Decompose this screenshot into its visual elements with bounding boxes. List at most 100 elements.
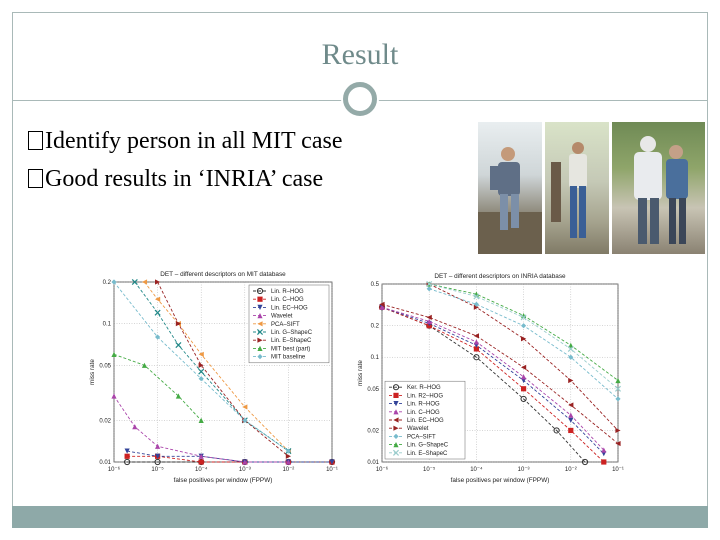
legend-entry: Lin. R–HOG — [407, 402, 440, 408]
data-point — [615, 396, 621, 402]
pedestrian-figure-2 — [551, 142, 587, 238]
data-point — [198, 362, 204, 368]
data-point — [568, 402, 574, 408]
data-point — [521, 386, 527, 392]
series-line — [381, 306, 605, 463]
x-tick-label: 10⁻⁴ — [470, 466, 483, 473]
data-point — [520, 314, 527, 321]
data-point — [473, 333, 479, 339]
mit-det-chart: DET – different descriptors on MIT datab… — [89, 271, 338, 484]
legend-marker — [393, 392, 399, 398]
data-point — [329, 459, 335, 465]
legend-entry: PCA–SIFT — [407, 434, 436, 440]
data-point — [601, 447, 607, 453]
y-tick-label: 0.01 — [99, 460, 111, 466]
inria-det-chart: DET – different descriptors on INRIA dat… — [357, 273, 624, 484]
data-point — [154, 458, 161, 466]
y-tick-label: 0.1 — [371, 355, 380, 361]
data-point — [568, 427, 574, 434]
data-point — [473, 304, 479, 310]
data-point — [426, 280, 433, 288]
data-point — [124, 453, 130, 459]
data-point — [521, 374, 527, 380]
data-point — [155, 443, 161, 449]
data-point — [141, 362, 148, 368]
legend-entry: Lin. G–ShapeC — [271, 330, 313, 336]
legend-marker — [393, 433, 399, 439]
data-point — [155, 296, 161, 302]
series-line — [144, 281, 289, 452]
legend-marker — [393, 417, 399, 423]
data-point — [141, 279, 148, 285]
legend-marker — [257, 313, 263, 319]
legend-marker — [392, 449, 400, 456]
series-line — [381, 306, 605, 455]
data-point — [175, 393, 182, 399]
pedestrian-photo-2 — [545, 122, 609, 254]
legend-entry: Lin. EC–HOG — [407, 418, 444, 424]
data-point — [198, 351, 204, 357]
legend-entry: MIT baseline — [271, 355, 306, 361]
legend-entry: Lin. R2–HOG — [407, 393, 443, 399]
y-axis-label: miss rate — [89, 359, 96, 385]
y-tick-label: 0.5 — [371, 282, 380, 288]
series-line — [127, 450, 332, 463]
x-tick-label: 10⁻³ — [239, 467, 251, 473]
data-point — [567, 345, 574, 352]
data-point — [615, 440, 621, 447]
pedestrian-figure-1 — [478, 147, 542, 254]
legend-entry: Lin. E–ShapeC — [271, 338, 312, 344]
legend-entry: Lin. C–HOG — [271, 297, 304, 303]
x-axis-label: false positives per window (FPPW) — [451, 477, 550, 484]
data-point — [285, 459, 291, 465]
data-point — [111, 351, 117, 357]
data-point — [155, 279, 161, 285]
data-point — [568, 412, 574, 418]
series-line — [113, 395, 289, 463]
chart-title: DET – different descriptors on MIT datab… — [160, 271, 286, 278]
data-point — [581, 458, 589, 466]
data-point — [568, 377, 574, 384]
legend-marker — [257, 345, 263, 351]
data-point — [131, 278, 138, 286]
data-point — [426, 318, 432, 324]
bullet-text-2: Good results in ‘INRIA’ case — [45, 166, 324, 192]
x-tick-label: 10⁻⁵ — [151, 466, 164, 473]
legend-marker — [257, 354, 263, 360]
y-tick-label: 0.02 — [99, 418, 111, 424]
x-tick-label: 10⁻² — [565, 467, 577, 473]
x-tick-label: 10⁻⁵ — [423, 466, 436, 473]
legend-marker — [257, 321, 263, 327]
data-point — [132, 424, 138, 430]
data-point — [242, 459, 248, 465]
y-axis-label: miss rate — [357, 360, 364, 386]
data-point — [198, 368, 205, 375]
x-tick-label: 10⁻² — [282, 467, 294, 473]
data-point — [614, 385, 622, 392]
y-tick-label: 0.2 — [103, 280, 112, 286]
data-point — [242, 404, 248, 410]
series-line — [381, 303, 619, 444]
bullet-box-icon — [28, 131, 43, 150]
legend-marker — [256, 287, 264, 295]
legend: Ker. R–HOG Lin. R2–HOG Lin. R–HOG Lin. C–HO… — [384, 380, 466, 460]
legend-marker — [257, 337, 263, 343]
series-line — [381, 306, 605, 451]
data-point — [379, 301, 385, 307]
x-tick-label: 10⁻⁶ — [108, 466, 121, 473]
legend-marker — [393, 409, 399, 415]
data-point — [175, 342, 182, 349]
y-tick-label: 0.05 — [99, 363, 111, 369]
series-5 — [426, 281, 621, 434]
data-point — [111, 279, 117, 285]
data-point — [473, 339, 479, 345]
legend-entry: MIT best (part) — [271, 346, 310, 352]
data-point — [473, 293, 480, 300]
bullet-item-2: Good results in ‘INRIA’ case — [28, 166, 323, 193]
data-point — [111, 393, 117, 399]
data-point — [568, 417, 574, 423]
legend-entry: Lin. E–ShapeC — [407, 451, 448, 457]
data-point — [521, 336, 527, 342]
legend-marker — [257, 296, 263, 302]
data-point — [520, 395, 527, 403]
